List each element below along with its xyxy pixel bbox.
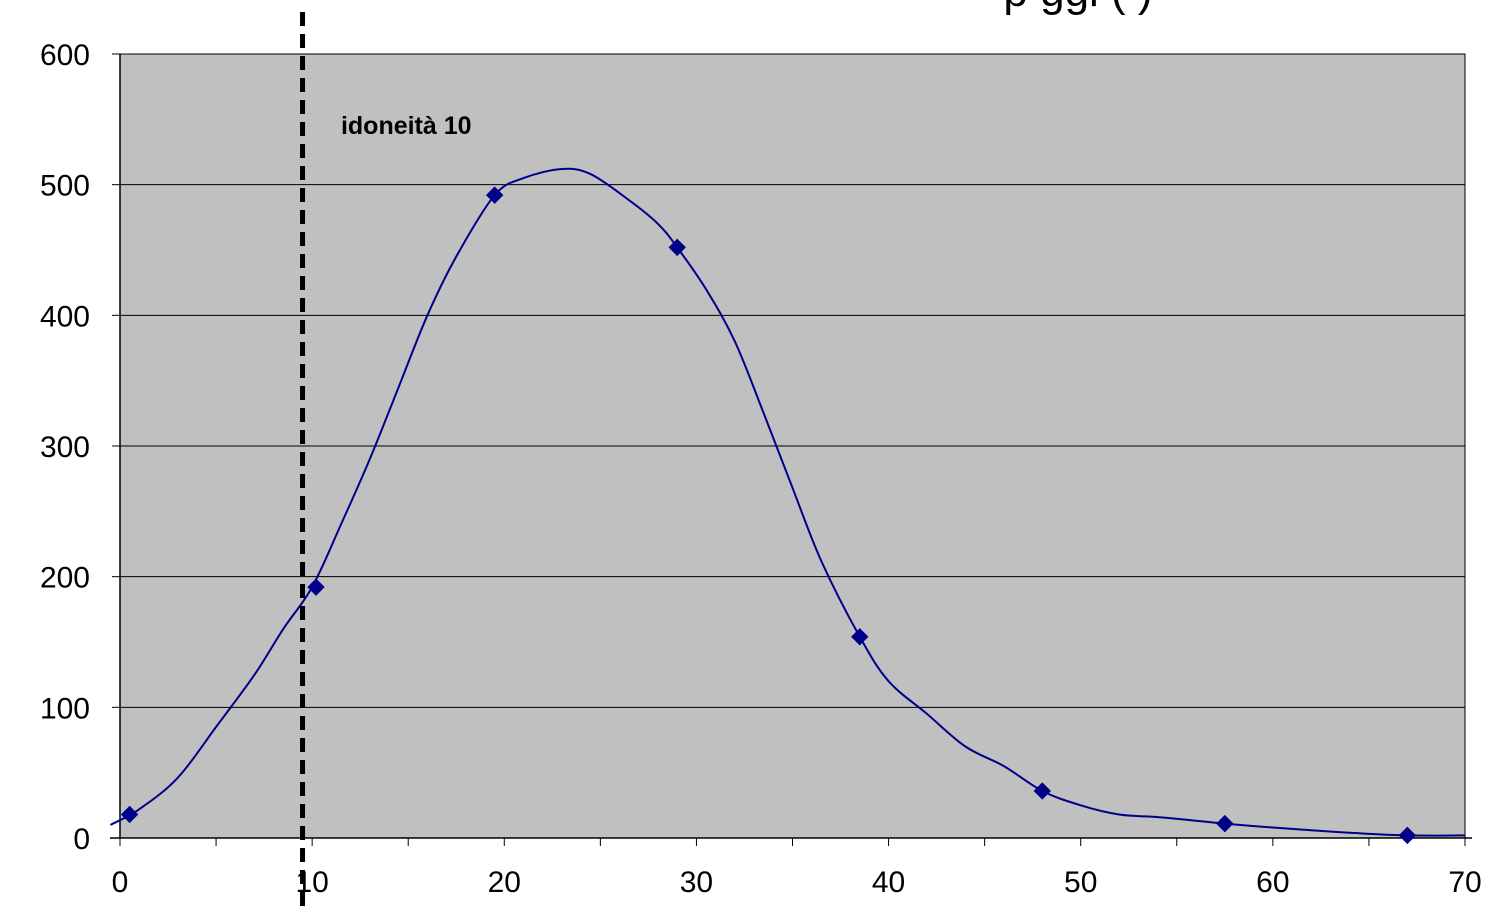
y-tick-label: 600: [40, 39, 90, 72]
x-tick-label: 20: [488, 866, 521, 899]
x-tick-label: 70: [1448, 866, 1481, 899]
data-point: [851, 628, 869, 646]
series-curve: [109, 167, 1466, 837]
y-tick-label: 100: [40, 692, 90, 725]
y-tick-label: 400: [40, 300, 90, 333]
x-tick-label: 40: [872, 866, 905, 899]
data-point: [1398, 826, 1417, 845]
y-tick-label: 300: [40, 431, 90, 464]
x-tick-label: 0: [112, 866, 129, 899]
data-point: [307, 578, 325, 596]
gridlines: [120, 184, 1465, 708]
y-tick-label: 0: [73, 823, 90, 856]
series-markers: [120, 186, 1417, 845]
reference-line-label: idoneità 10: [341, 112, 472, 140]
x-tick-label: 60: [1256, 866, 1289, 899]
data-point: [1216, 814, 1234, 833]
y-tick-label: 200: [40, 562, 90, 595]
data-point: [485, 186, 504, 204]
data-point: [668, 238, 686, 257]
chart-title: p ggi ( ): [1003, 0, 1152, 16]
data-point: [1033, 782, 1051, 800]
x-tick-label: 30: [680, 866, 713, 899]
data-point: [120, 805, 139, 824]
y-tick-label: 500: [40, 170, 90, 203]
series-line: [109, 167, 1466, 837]
x-tick-label: 50: [1064, 866, 1097, 899]
